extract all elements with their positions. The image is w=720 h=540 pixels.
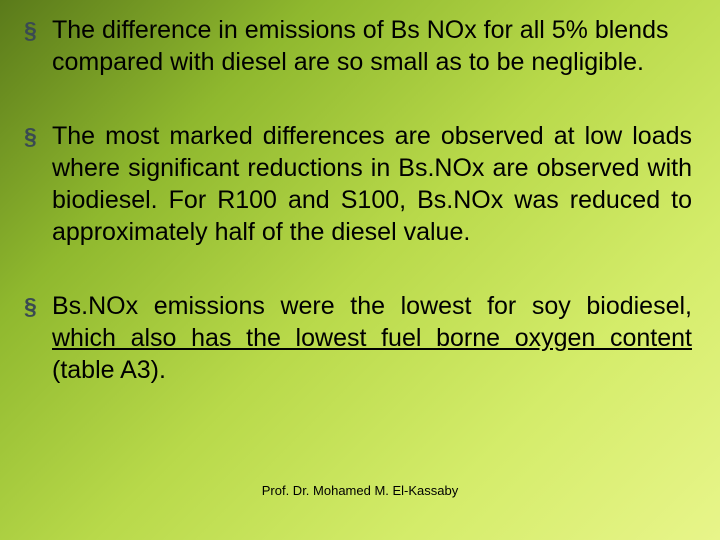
- slide: § The difference in emissions of Bs NOx …: [0, 0, 720, 540]
- bullet-text: The difference in emissions of Bs NOx fo…: [52, 14, 692, 78]
- bullet-item-3: § Bs.NOx emissions were the lowest for s…: [24, 290, 692, 386]
- bullet-item-1: § The difference in emissions of Bs NOx …: [24, 14, 692, 78]
- bullet-text-post: (table A3).: [52, 356, 166, 384]
- bullet-item-2: § The most marked differences are observ…: [24, 120, 692, 248]
- bullet-marker-icon: §: [24, 120, 52, 152]
- bullet-marker-icon: §: [24, 14, 52, 46]
- bullet-text-underlined: which also has the lowest fuel borne oxy…: [52, 324, 692, 352]
- bullet-text: Bs.NOx emissions were the lowest for soy…: [52, 290, 692, 386]
- bullet-marker-icon: §: [24, 290, 52, 322]
- footer-credit: Prof. Dr. Mohamed M. El-Kassaby: [0, 483, 720, 498]
- bullet-text: The most marked differences are observed…: [52, 120, 692, 248]
- bullet-text-pre: Bs.NOx emissions were the lowest for soy…: [52, 292, 692, 320]
